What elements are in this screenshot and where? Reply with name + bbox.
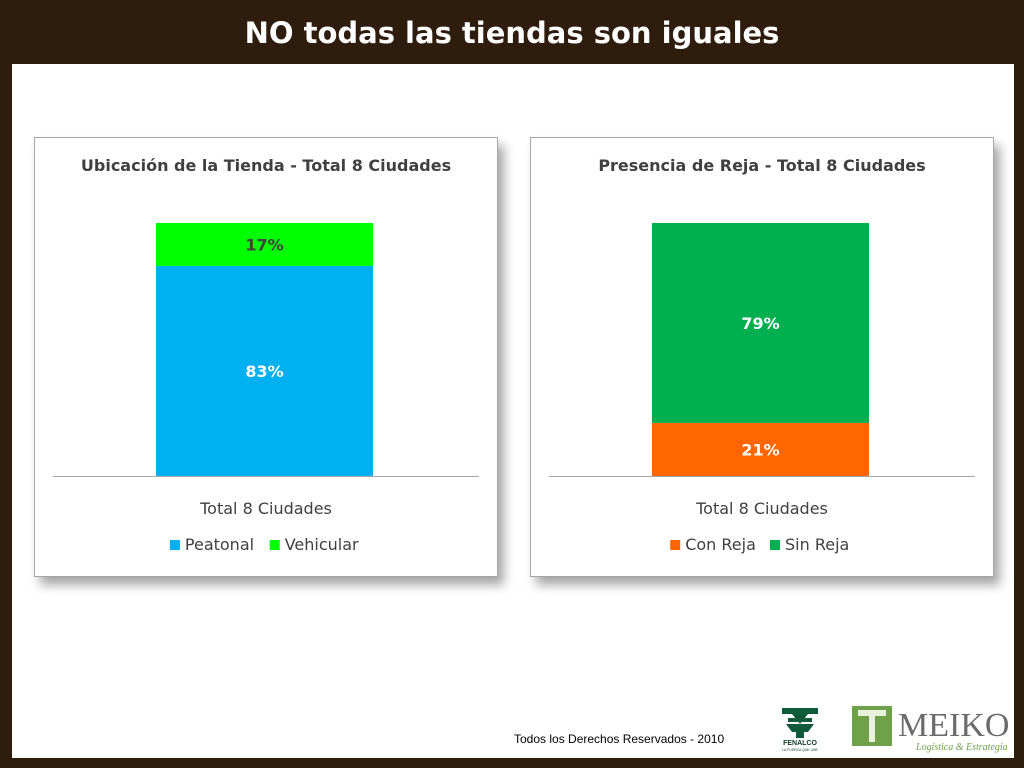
legend-label-sin-reja: Sin Reja <box>785 535 849 554</box>
legend-swatch-con-reja <box>670 540 681 550</box>
legend-label-peatonal: Peatonal <box>185 535 254 554</box>
meiko-logo-subtext: Logística & Estrategia <box>915 742 1008 753</box>
fenalco-logo-subtext: LA FUERZA QUE UNE <box>782 748 818 752</box>
data-label-peatonal: 83% <box>245 362 283 381</box>
legend-swatch-peatonal <box>169 540 180 550</box>
data-label-sin-reja: 79% <box>741 314 779 333</box>
category-label: Total 8 Ciudades <box>199 499 332 518</box>
legend-swatch-vehicular <box>269 540 280 550</box>
chart-ubicacion-svg: Ubicación de la Tienda - Total 8 Ciudade… <box>53 156 479 554</box>
chart-title: Ubicación de la Tienda - Total 8 Ciudade… <box>81 156 451 175</box>
fenalco-logo-text: FENALCO <box>783 740 817 747</box>
category-label: Total 8 Ciudades <box>695 499 828 518</box>
meiko-logo-text: MEIKO <box>898 707 1009 744</box>
chart-title: Presencia de Reja - Total 8 Ciudades <box>598 156 925 175</box>
chart-ubicacion: Ubicación de la Tienda - Total 8 Ciudade… <box>34 137 498 577</box>
meiko-logo: MEIKO Logística & Estrategia <box>852 706 1009 753</box>
legend-label-vehicular: Vehicular <box>285 535 359 554</box>
legend-label-con-reja: Con Reja <box>685 535 756 554</box>
chart-reja: Presencia de Reja - Total 8 Ciudades 21% 7… <box>530 137 994 577</box>
bar-vehicular <box>156 223 373 267</box>
bar-sin-reja <box>652 223 869 423</box>
footer-copyright: Todos los Derechos Reservados - 2010 <box>514 732 725 746</box>
chart-reja-svg: Presencia de Reja - Total 8 Ciudades 21% 7… <box>549 156 975 554</box>
slide-title: NO todas las tiendas son iguales <box>244 16 780 50</box>
legend-swatch-sin-reja <box>770 540 780 550</box>
data-label-vehicular: 17% <box>245 236 283 255</box>
slide-content: Ubicación de la Tienda - Total 8 Ciudade… <box>12 64 1014 758</box>
bar-con-reja <box>652 422 869 476</box>
fenalco-logo: FENALCO LA FUERZA QUE UNE <box>782 708 819 752</box>
data-label-con-reja: 21% <box>741 440 779 459</box>
bar-peatonal <box>156 266 373 476</box>
